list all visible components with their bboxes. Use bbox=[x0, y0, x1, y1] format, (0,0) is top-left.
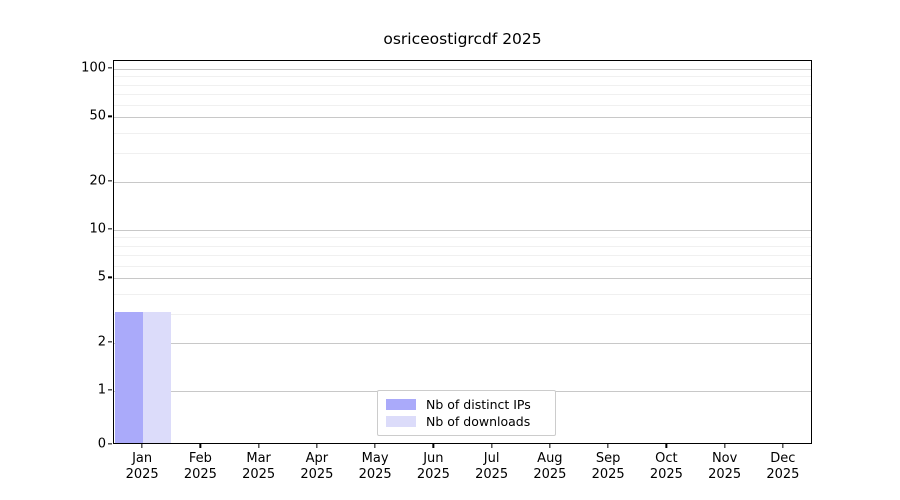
x-axis-tick-mark bbox=[549, 444, 551, 448]
x-axis-tick-label: Nov 2025 bbox=[708, 451, 741, 483]
x-axis-tick-label: May 2025 bbox=[359, 451, 392, 483]
gridline-major bbox=[114, 69, 811, 70]
x-axis-tick-labels: Jan 2025 Feb 2025 Mar 2025 Apr 2025 May 2025 Jun 20… bbox=[113, 451, 812, 495]
x-axis-tick-label-line: Feb bbox=[188, 451, 212, 466]
x-axis-tick-label-line: 2025 bbox=[649, 467, 683, 482]
x-axis-tick-label: Jul 2025 bbox=[475, 451, 508, 483]
x-axis-tick-label-line: Sep bbox=[595, 451, 621, 466]
x-axis-tick-mark bbox=[490, 444, 493, 448]
gridline-minor bbox=[114, 314, 811, 316]
gridline-minor bbox=[114, 237, 811, 239]
bar bbox=[143, 312, 171, 443]
y-axis-tick-mark bbox=[108, 228, 112, 230]
y-axis-tick-marks bbox=[108, 60, 113, 445]
x-axis-tick-label-line: 2025 bbox=[416, 467, 450, 482]
y-axis-tick-labels: 0 1 2 5 10 20 50 100 bbox=[60, 60, 106, 452]
y-axis-tick-label: 10 bbox=[89, 221, 106, 237]
gridline-major bbox=[114, 181, 811, 183]
y-axis-tick-label: 5 bbox=[97, 269, 106, 285]
x-axis-tick-label: Jan 2025 bbox=[126, 451, 159, 483]
x-axis-tick-mark bbox=[199, 444, 202, 448]
x-axis-tick-label-line: Nov bbox=[711, 451, 738, 466]
legend-item[interactable]: Nb of downloads bbox=[386, 413, 547, 430]
y-axis-tick-mark bbox=[108, 67, 112, 69]
x-axis-tick-label-line: 2025 bbox=[591, 467, 625, 482]
x-axis-tick-label-line: 2025 bbox=[708, 467, 742, 482]
gridline-minor bbox=[114, 93, 811, 95]
y-axis-tick-label: 50 bbox=[89, 108, 106, 124]
y-axis-tick-mark bbox=[108, 389, 112, 391]
x-axis-tick-label-line: 2025 bbox=[183, 467, 217, 482]
x-axis-tick-label: Sep 2025 bbox=[592, 451, 625, 483]
x-axis-tick-label-line: Mar bbox=[246, 451, 271, 466]
x-axis-tick-label: Dec 2025 bbox=[766, 451, 799, 483]
legend-swatch bbox=[386, 399, 416, 410]
x-axis-tick-mark bbox=[374, 444, 376, 448]
gridline-minor bbox=[114, 153, 811, 155]
x-axis-tick-mark bbox=[723, 444, 726, 448]
gridline-minor bbox=[114, 265, 811, 267]
x-axis-tick-mark bbox=[607, 444, 609, 448]
y-axis-tick-mark bbox=[108, 179, 112, 182]
y-axis-tick-mark bbox=[108, 276, 112, 279]
x-axis-tick-label: Mar 2025 bbox=[242, 451, 275, 483]
plot-area bbox=[113, 60, 812, 444]
x-axis-tick-mark bbox=[257, 444, 260, 448]
gridline-major bbox=[114, 278, 811, 280]
gridline-minor bbox=[114, 76, 811, 78]
y-axis-tick-mark bbox=[108, 340, 112, 343]
bar bbox=[115, 312, 144, 443]
chart-legend: Nb of distinct IPs Nb of downloads bbox=[377, 390, 556, 436]
legend-item[interactable]: Nb of distinct IPs bbox=[386, 396, 547, 413]
x-axis-tick-label-line: Oct bbox=[655, 451, 678, 466]
gridline-major bbox=[114, 342, 811, 344]
x-axis-tick-label-line: Aug bbox=[537, 451, 563, 466]
x-axis-tick-label: Aug 2025 bbox=[533, 451, 566, 483]
gridline-major bbox=[114, 230, 811, 231]
x-axis-tick-label-line: 2025 bbox=[242, 467, 276, 482]
x-axis-tick-label-line: Apr bbox=[305, 451, 329, 466]
y-axis-tick-label: 1 bbox=[97, 382, 106, 398]
x-axis-tick-mark bbox=[432, 444, 435, 448]
gridline-minor bbox=[114, 104, 811, 106]
x-axis-tick-label-line: 2025 bbox=[358, 467, 392, 482]
x-axis-tick-label-line: Jul bbox=[483, 451, 500, 466]
x-axis-tick-label-line: 2025 bbox=[533, 467, 567, 482]
gridline-minor bbox=[114, 294, 811, 296]
gridline-minor bbox=[114, 254, 811, 256]
legend-label: Nb of distinct IPs bbox=[426, 397, 531, 412]
x-axis-tick-label-line: Dec bbox=[770, 451, 796, 466]
x-axis-tick-label: Apr 2025 bbox=[300, 451, 333, 483]
y-axis-tick-label: 0 bbox=[97, 436, 106, 452]
x-axis-tick-label-line: Jun bbox=[423, 451, 444, 466]
gridline-minor bbox=[114, 133, 811, 135]
x-axis-tick-mark bbox=[316, 444, 318, 448]
x-axis-tick-label: Feb 2025 bbox=[184, 451, 217, 483]
gridline-major bbox=[114, 117, 811, 119]
x-axis-tick-label-line: 2025 bbox=[766, 467, 800, 482]
x-axis-tick-label-line: 2025 bbox=[125, 467, 159, 482]
gridline-minor bbox=[114, 245, 811, 247]
page-title: osriceostigrcdf 2025 bbox=[383, 30, 542, 48]
x-axis-tick-marks bbox=[113, 444, 812, 449]
y-axis-tick-label: 100 bbox=[81, 60, 106, 76]
x-axis-tick-label-line: 2025 bbox=[300, 467, 334, 482]
x-axis-tick-label-line: 2025 bbox=[475, 467, 509, 482]
gridline-minor bbox=[114, 84, 811, 86]
y-axis-tick-mark bbox=[108, 443, 112, 445]
y-axis-tick-mark bbox=[108, 115, 112, 118]
x-axis-tick-label-line: Jan bbox=[132, 451, 153, 466]
y-axis-tick-label: 20 bbox=[89, 173, 106, 189]
legend-swatch bbox=[386, 416, 416, 427]
x-axis-tick-label-line: May bbox=[361, 451, 389, 466]
x-axis-tick-mark bbox=[141, 444, 143, 448]
x-axis-tick-mark bbox=[665, 444, 668, 448]
x-axis-tick-mark bbox=[782, 444, 784, 448]
x-axis-tick-label: Oct 2025 bbox=[650, 451, 683, 483]
x-axis-tick-label: Jun 2025 bbox=[417, 451, 450, 483]
legend-label: Nb of downloads bbox=[426, 414, 531, 429]
y-axis-tick-label: 2 bbox=[97, 334, 106, 350]
